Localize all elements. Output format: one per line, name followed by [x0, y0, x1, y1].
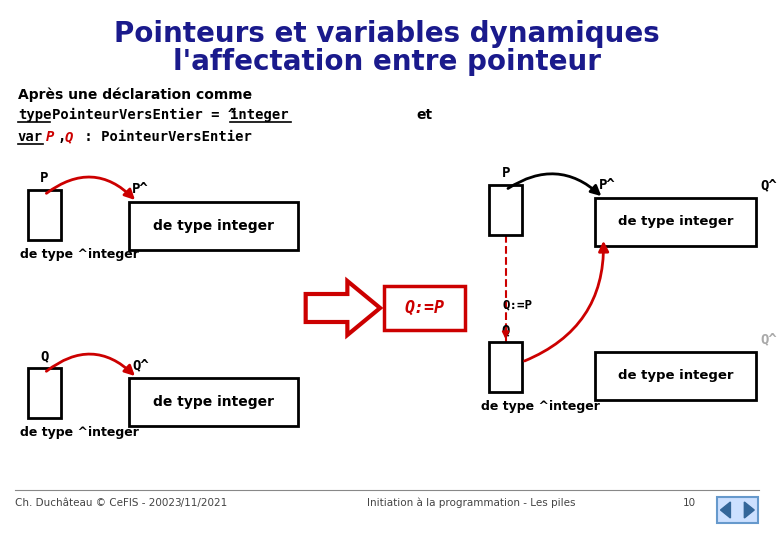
Text: P: P — [46, 130, 54, 144]
Bar — [595, 198, 757, 246]
Bar — [384, 286, 466, 330]
Text: var: var — [18, 130, 43, 144]
Text: Ch. Duchâteau © CeFIS - 2002: Ch. Duchâteau © CeFIS - 2002 — [15, 498, 175, 508]
Text: Q:=P: Q:=P — [502, 298, 532, 311]
Text: de type ^integer: de type ^integer — [20, 426, 139, 439]
Text: : PointeurVersEntier: : PointeurVersEntier — [76, 130, 252, 144]
Text: P^: P^ — [598, 178, 615, 192]
Text: Q^: Q^ — [132, 358, 149, 372]
Text: de type integer: de type integer — [153, 395, 274, 409]
Bar — [28, 190, 61, 240]
Bar — [129, 378, 298, 426]
Text: P: P — [40, 171, 48, 185]
Polygon shape — [744, 502, 754, 518]
Text: type: type — [18, 108, 51, 122]
Text: Après une déclaration comme: Après une déclaration comme — [18, 88, 252, 103]
Text: Pointeurs et variables dynamiques: Pointeurs et variables dynamiques — [114, 20, 660, 48]
Text: 10: 10 — [682, 498, 696, 508]
Text: Q^: Q^ — [760, 178, 777, 192]
Bar — [717, 497, 758, 523]
Text: P: P — [502, 166, 510, 180]
Text: Initiation à la programmation - Les piles: Initiation à la programmation - Les pile… — [367, 498, 576, 509]
Text: 3/11/2021: 3/11/2021 — [174, 498, 227, 508]
Text: integer: integer — [230, 108, 289, 122]
Text: Q:=P: Q:=P — [405, 299, 445, 317]
Text: Q^: Q^ — [760, 332, 777, 346]
Text: ,: , — [58, 130, 66, 144]
Text: l'affectation entre pointeur: l'affectation entre pointeur — [173, 48, 601, 76]
Text: de type ^integer: de type ^integer — [481, 400, 600, 413]
Bar — [129, 202, 298, 250]
Polygon shape — [306, 281, 380, 335]
Polygon shape — [721, 502, 730, 518]
Text: de type integer: de type integer — [618, 215, 734, 228]
Text: Q: Q — [502, 323, 510, 337]
Bar — [489, 342, 522, 392]
Text: et: et — [417, 108, 433, 122]
Text: PointeurVersEntier = ^: PointeurVersEntier = ^ — [51, 108, 236, 122]
Bar — [489, 185, 522, 235]
Text: P^: P^ — [132, 182, 149, 196]
Bar — [28, 368, 61, 418]
Bar — [595, 352, 757, 400]
Text: Q: Q — [65, 130, 73, 144]
Text: Q: Q — [40, 349, 48, 363]
Text: de type integer: de type integer — [618, 369, 734, 382]
Text: de type ^integer: de type ^integer — [20, 248, 139, 261]
Text: de type integer: de type integer — [153, 219, 274, 233]
